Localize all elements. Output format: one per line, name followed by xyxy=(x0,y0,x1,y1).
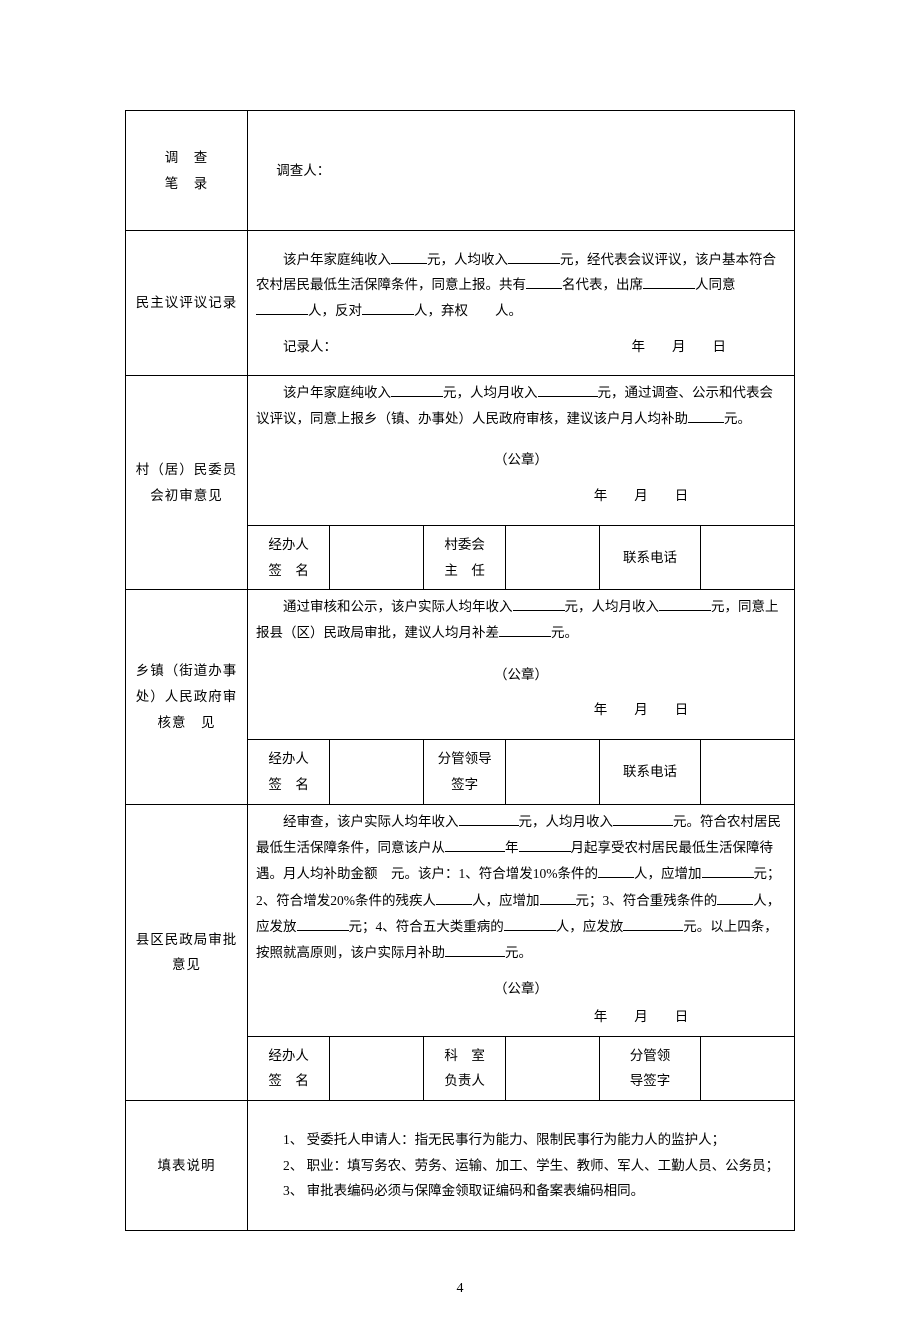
row-county-opinion: 县区民政局审批意见 经审查，该户实际人均年收入元，人均月收入元。符合农村居民最低… xyxy=(126,804,795,1036)
village-phone-label: 联系电话 xyxy=(600,526,701,590)
row-survey-record: 调 查 笔 录 调查人： xyxy=(126,111,795,231)
township-handler-value[interactable] xyxy=(330,740,424,804)
label-county: 县区民政局审批意见 xyxy=(134,927,239,978)
label-democratic: 民主议评议记录 xyxy=(134,290,239,316)
village-handler-label: 经办人 签 名 xyxy=(248,526,330,590)
democratic-date: 年 月 日 xyxy=(632,334,727,360)
township-date: 年 月 日 xyxy=(256,697,786,723)
recorder-row: 记录人： 年 月 日 xyxy=(256,334,786,360)
village-date: 年 月 日 xyxy=(256,483,786,509)
township-phone-label: 联系电话 xyxy=(600,740,701,804)
township-leader-label: 分管领导 签字 xyxy=(424,740,506,804)
investigator-label: 调查人： xyxy=(256,158,786,184)
row-township-opinion: 乡镇（街道办事处）人民政府审核意 见 通过审核和公示，该户实际人均年收入元，人均… xyxy=(126,590,795,740)
county-handler-label: 经办人 签 名 xyxy=(248,1036,330,1100)
label-survey: 调 查 笔 录 xyxy=(134,145,239,196)
county-leader-value[interactable] xyxy=(701,1036,795,1100)
approval-form-table: 调 查 笔 录 调查人： 民主议评议记录 该户年家庭纯收入元，人均收入元，经代表… xyxy=(125,110,795,1231)
township-handler-label: 经办人 签 名 xyxy=(248,740,330,804)
township-leader-value[interactable] xyxy=(506,740,600,804)
page-number: 4 xyxy=(125,1281,795,1297)
village-content: 该户年家庭纯收入元，人均月收入元，通过调查、公示和代表会议评议，同意上报乡（镇、… xyxy=(256,380,786,431)
democratic-content: 该户年家庭纯收入元，人均收入元，经代表会议评议，该户基本符合农村居民最低生活保障… xyxy=(256,247,786,324)
village-seal: （公章） xyxy=(256,445,786,475)
county-content: 经审查，该户实际人均年收入元，人均月收入元。符合农村居民最低生活保障条件，同意该… xyxy=(256,809,786,967)
label-instructions: 填表说明 xyxy=(134,1153,239,1179)
row-instructions: 填表说明 1、 受委托人申请人：指无民事行为能力、限制民事行为能力人的监护人； … xyxy=(126,1101,795,1231)
village-director-value[interactable] xyxy=(506,526,600,590)
recorder-label: 记录人： xyxy=(256,334,337,360)
village-director-label: 村委会 主 任 xyxy=(424,526,506,590)
township-content: 通过审核和公示，该户实际人均年收入元，人均月收入元，同意上报县（区）民政局审批，… xyxy=(256,594,786,645)
county-leader-label: 分管领 导签字 xyxy=(600,1036,701,1100)
village-handler-value[interactable] xyxy=(330,526,424,590)
village-phone-value[interactable] xyxy=(701,526,795,590)
instruction-3: 3、 审批表编码必须与保障金领取证编码和备案表编码相同。 xyxy=(256,1178,786,1204)
township-seal: （公章） xyxy=(256,660,786,690)
township-phone-value[interactable] xyxy=(701,740,795,804)
county-seal: （公章） xyxy=(256,974,786,1004)
row-democratic-review: 民主议评议记录 该户年家庭纯收入元，人均收入元，经代表会议评议，该户基本符合农村… xyxy=(126,231,795,376)
label-township: 乡镇（街道办事处）人民政府审核意 见 xyxy=(134,658,239,735)
county-date: 年 月 日 xyxy=(256,1004,786,1030)
row-village-opinion: 村（居）民委员会初审意见 该户年家庭纯收入元，人均月收入元，通过调查、公示和代表… xyxy=(126,376,795,526)
county-dept-label: 科 室 负责人 xyxy=(424,1036,506,1100)
label-village: 村（居）民委员会初审意见 xyxy=(134,457,239,508)
instruction-2: 2、 职业：填写务农、劳务、运输、加工、学生、教师、军人、工勤人员、公务员； xyxy=(256,1153,786,1179)
county-dept-value[interactable] xyxy=(506,1036,600,1100)
instruction-1: 1、 受委托人申请人：指无民事行为能力、限制民事行为能力人的监护人； xyxy=(256,1127,786,1153)
county-handler-value[interactable] xyxy=(330,1036,424,1100)
